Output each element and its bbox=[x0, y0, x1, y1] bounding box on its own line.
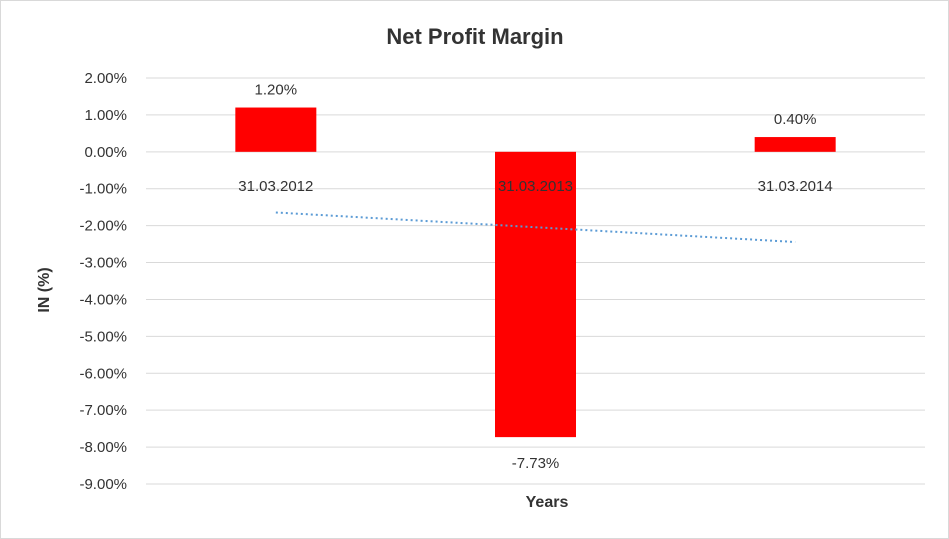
x-category-label: 31.03.2012 bbox=[238, 178, 313, 195]
y-tick-label: -6.00% bbox=[79, 365, 127, 382]
x-axis-title: Years bbox=[526, 494, 569, 511]
y-tick-label: -7.00% bbox=[79, 402, 127, 419]
data-labels: 1.20% -7.73% 0.40% bbox=[255, 82, 817, 473]
category-labels: 31.03.2012 31.03.2013 31.03.2014 bbox=[238, 178, 832, 195]
bar bbox=[235, 107, 317, 152]
y-axis-title: IN (%) bbox=[36, 267, 53, 312]
y-tick-label: -4.00% bbox=[79, 291, 127, 308]
y-tick-label: -3.00% bbox=[79, 255, 127, 272]
data-label: 1.20% bbox=[255, 82, 298, 99]
y-tick-label: -1.00% bbox=[79, 181, 127, 198]
trendline-line bbox=[275, 211, 796, 243]
bar bbox=[754, 137, 836, 152]
y-tick-label: -8.00% bbox=[79, 439, 127, 456]
y-tick-label: 0.00% bbox=[84, 144, 127, 161]
bars bbox=[235, 107, 836, 438]
y-tick-label: -2.00% bbox=[79, 218, 127, 235]
data-label: -7.73% bbox=[512, 455, 560, 472]
y-tick-label: -5.00% bbox=[79, 328, 127, 345]
x-category-label: 31.03.2013 bbox=[498, 178, 573, 195]
data-label: 0.40% bbox=[774, 111, 817, 128]
chart-title: Net Profit Margin bbox=[386, 24, 563, 49]
x-category-label: 31.03.2014 bbox=[758, 178, 833, 195]
y-tick-label: -9.00% bbox=[79, 476, 127, 493]
trendline bbox=[275, 211, 796, 243]
y-tick-label: 1.00% bbox=[84, 107, 127, 124]
y-tick-label: 2.00% bbox=[84, 70, 127, 87]
y-axis-ticks: 2.00% 1.00% 0.00% -1.00% -2.00% -3.00% -4.00% -… bbox=[79, 70, 127, 493]
bar bbox=[495, 151, 576, 438]
